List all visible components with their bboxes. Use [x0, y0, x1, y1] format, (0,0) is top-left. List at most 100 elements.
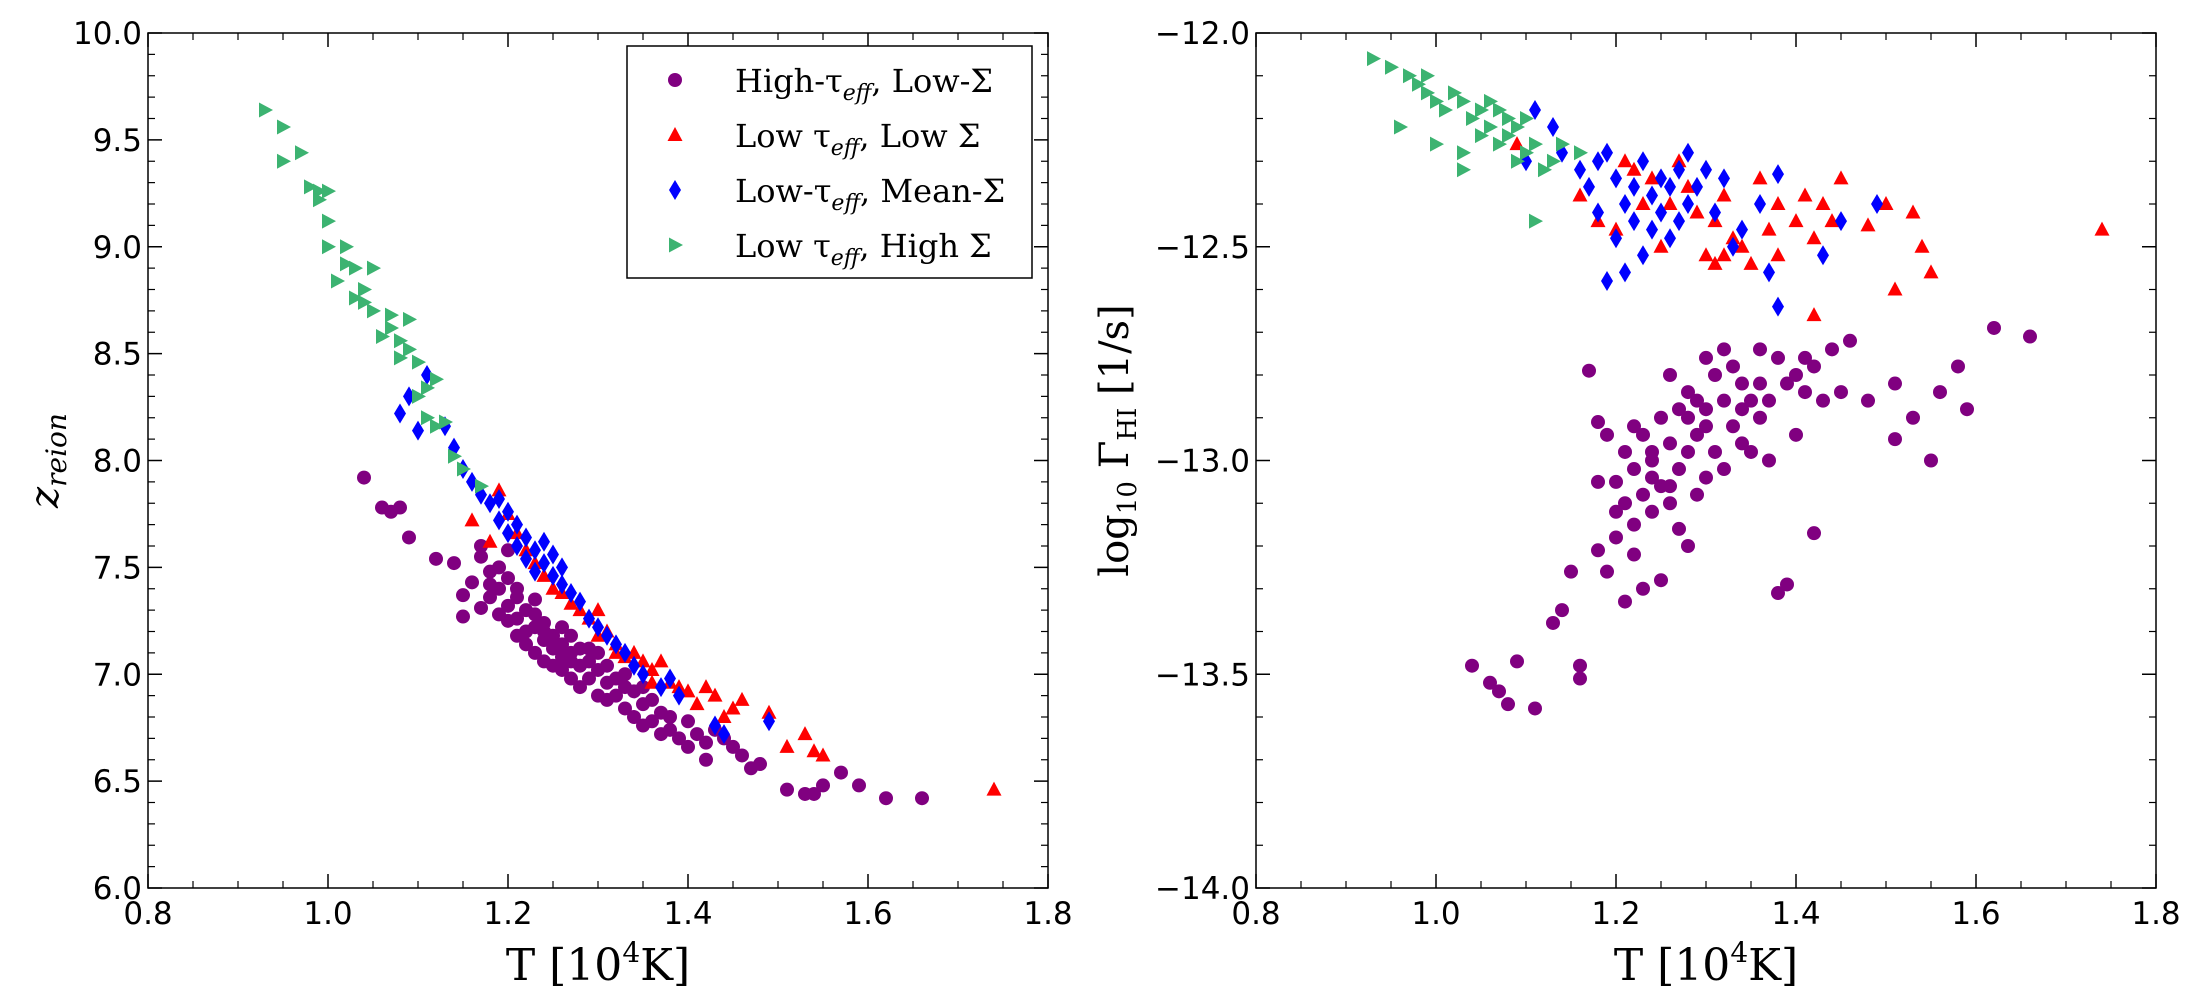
data-point-low-tau-high-sigma [1430, 93, 1444, 109]
x-tick-label: 1.0 [1411, 896, 1460, 932]
data-point-high-tau-low-sigma [1951, 359, 1965, 374]
y-tick-label: 8.5 [93, 337, 142, 373]
data-point-high-tau-low-sigma [1825, 342, 1839, 357]
data-point-low-tau-mean-sigma [556, 574, 568, 595]
legend-marker-low-tau-high-sigma [669, 237, 683, 253]
data-point-low-tau-high-sigma [430, 371, 444, 387]
data-points [259, 102, 1002, 806]
data-point-high-tau-low-sigma [1609, 504, 1623, 519]
data-point-low-tau-high-sigma [1520, 111, 1534, 126]
data-point-high-tau-low-sigma [1573, 658, 1587, 673]
data-point-high-tau-low-sigma [474, 539, 488, 553]
data-point-high-tau-low-sigma [1681, 410, 1695, 425]
data-point-high-tau-low-sigma [1672, 521, 1686, 536]
data-point-high-tau-low-sigma [807, 786, 821, 801]
data-point-high-tau-low-sigma [1753, 410, 1767, 425]
data-point-low-tau-mean-sigma [1601, 270, 1613, 291]
data-point-low-tau-low-sigma [1824, 213, 1840, 228]
data-point-low-tau-low-sigma [707, 687, 723, 702]
data-point-low-tau-mean-sigma [1655, 168, 1667, 189]
data-point-high-tau-low-sigma [1780, 376, 1794, 391]
data-point-low-tau-high-sigma [1421, 68, 1435, 84]
data-point-low-tau-high-sigma [448, 448, 462, 464]
data-point-low-tau-high-sigma [1412, 76, 1426, 92]
data-point-low-tau-high-sigma [1511, 119, 1525, 135]
data-point-high-tau-low-sigma [1699, 350, 1713, 365]
data-point-high-tau-low-sigma [1564, 564, 1578, 579]
x-tick-label: 1.6 [843, 896, 892, 932]
data-point-low-tau-low-sigma [680, 683, 696, 698]
data-point-low-tau-mean-sigma [1700, 159, 1712, 180]
data-point-low-tau-high-sigma [1529, 213, 1543, 229]
data-point-low-tau-high-sigma [421, 410, 435, 426]
data-point-high-tau-low-sigma [834, 765, 848, 780]
data-point-high-tau-low-sigma [564, 671, 578, 686]
legend-label: Low τeff, Low Σ [735, 117, 980, 161]
data-point-high-tau-low-sigma [1744, 444, 1758, 459]
data-point-low-tau-low-sigma [1761, 221, 1777, 236]
data-point-high-tau-low-sigma [1465, 658, 1479, 673]
data-point-high-tau-low-sigma [1528, 701, 1542, 716]
data-point-low-tau-mean-sigma [1592, 151, 1604, 172]
data-point-low-tau-high-sigma [358, 282, 372, 297]
data-point-low-tau-mean-sigma [493, 488, 505, 509]
data-point-high-tau-low-sigma [519, 637, 533, 652]
data-point-low-tau-high-sigma [322, 239, 336, 255]
data-point-low-tau-mean-sigma [1682, 142, 1694, 163]
data-point-high-tau-low-sigma [1807, 526, 1821, 541]
data-point-high-tau-low-sigma [555, 620, 569, 635]
legend-label: Low τeff, High Σ [735, 227, 992, 271]
data-point-low-tau-mean-sigma [1619, 194, 1631, 214]
data-point-low-tau-high-sigma [277, 119, 291, 135]
data-point-low-tau-mean-sigma [1547, 117, 1559, 138]
data-point-low-tau-mean-sigma [1574, 159, 1586, 180]
x-tick-label: 1.8 [2131, 896, 2180, 932]
y-tick-label: 9.5 [93, 123, 142, 159]
data-point-high-tau-low-sigma [1492, 684, 1506, 699]
data-point-high-tau-low-sigma [1726, 419, 1740, 434]
data-point-high-tau-low-sigma [1546, 615, 1560, 630]
x-tick-label: 1.0 [303, 896, 352, 932]
data-point-high-tau-low-sigma [1780, 577, 1794, 592]
data-point-low-tau-low-sigma [1815, 196, 1831, 210]
data-point-high-tau-low-sigma [1789, 427, 1803, 442]
data-point-high-tau-low-sigma [1708, 444, 1722, 459]
data-point-low-tau-high-sigma [259, 102, 273, 118]
data-point-high-tau-low-sigma [1987, 320, 2001, 335]
data-point-high-tau-low-sigma [1627, 547, 1641, 562]
x-tick-label: 1.4 [663, 896, 712, 932]
data-point-low-tau-low-sigma [986, 781, 1002, 796]
data-point-low-tau-high-sigma [430, 418, 444, 434]
right-scatter-panel: 0.8 1.0 1.2 1.4 1.6 1.8 −14.0 −13.5 −13.0 −12.5 −1… [1092, 16, 2181, 991]
data-point-low-tau-mean-sigma [1646, 219, 1658, 240]
data-point-high-tau-low-sigma [1690, 393, 1704, 408]
x-axis-label: T [104K] [1614, 936, 1798, 991]
data-point-high-tau-low-sigma [564, 654, 578, 669]
data-point-low-tau-low-sigma [1716, 187, 1732, 202]
data-point-low-tau-high-sigma [1439, 102, 1453, 118]
data-point-high-tau-low-sigma [1627, 462, 1641, 477]
data-point-low-tau-low-sigma [716, 709, 732, 723]
data-point-high-tau-low-sigma [852, 778, 866, 793]
y-axis-label: log10 ΓHI [1/s] [1092, 304, 1143, 576]
data-point-high-tau-low-sigma [1663, 479, 1677, 494]
data-point-low-tau-low-sigma [626, 644, 642, 659]
data-point-low-tau-high-sigma [1484, 119, 1498, 135]
data-point-low-tau-high-sigma [1457, 162, 1471, 178]
data-point-low-tau-mean-sigma [1772, 296, 1784, 317]
data-point-high-tau-low-sigma [1888, 376, 1902, 391]
data-point-high-tau-low-sigma [699, 752, 713, 767]
data-point-low-tau-low-sigma [1833, 170, 1849, 185]
data-point-low-tau-low-sigma [482, 533, 498, 548]
data-point-high-tau-low-sigma [573, 680, 587, 695]
legend-box [626, 45, 1033, 279]
data-point-low-tau-low-sigma [644, 661, 660, 676]
data-point-low-tau-high-sigma [1520, 145, 1534, 161]
data-point-low-tau-high-sigma [358, 294, 372, 310]
data-point-low-tau-low-sigma [1752, 170, 1768, 185]
data-point-high-tau-low-sigma [1663, 368, 1677, 382]
data-point-low-tau-mean-sigma [520, 548, 532, 569]
data-point-low-tau-high-sigma [1430, 136, 1444, 152]
legend-label: Low-τeff, Mean-Σ [735, 172, 1005, 216]
